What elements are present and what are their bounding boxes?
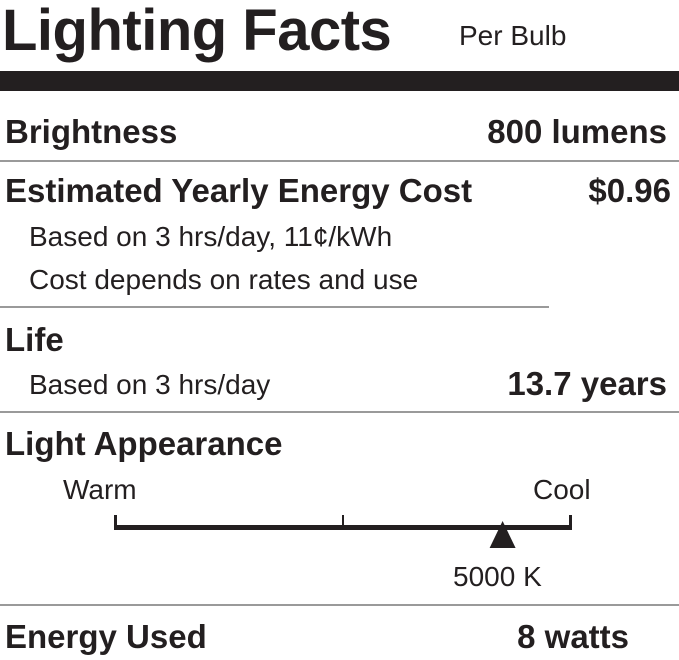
label-title: Lighting Facts xyxy=(2,0,392,63)
brightness-value: 800 lumens xyxy=(487,113,667,150)
life-label: Life xyxy=(5,321,64,358)
divider xyxy=(0,604,679,606)
divider xyxy=(0,306,549,308)
brightness-label: Brightness xyxy=(5,113,178,150)
label-subtitle: Per Bulb xyxy=(459,20,567,51)
scale-tick-mid xyxy=(342,515,344,530)
energy-used-label: Energy Used xyxy=(5,618,207,655)
temperature-marker-icon xyxy=(489,521,516,548)
life-note: Based on 3 hrs/day xyxy=(29,369,271,400)
warm-label: Warm xyxy=(63,474,137,505)
energy-cost-note-rate: Based on 3 hrs/day, 11¢/kWh xyxy=(29,221,393,252)
energy-cost-value: $0.96 xyxy=(588,172,671,209)
life-value: 13.7 years xyxy=(507,365,667,402)
energy-cost-note-depends: Cost depends on rates and use xyxy=(29,264,419,295)
color-temperature-value: 5000 K xyxy=(453,561,542,592)
divider xyxy=(0,411,679,413)
scale-tick-warm xyxy=(114,515,117,530)
thick-divider xyxy=(0,71,679,91)
scale-tick-cool xyxy=(569,515,572,530)
cool-label: Cool xyxy=(533,474,591,505)
energy-used-value: 8 watts xyxy=(517,618,629,655)
divider xyxy=(0,160,679,162)
light-appearance-label: Light Appearance xyxy=(5,425,283,462)
color-temperature-scale xyxy=(114,515,572,548)
energy-cost-label: Estimated Yearly Energy Cost xyxy=(5,172,473,209)
